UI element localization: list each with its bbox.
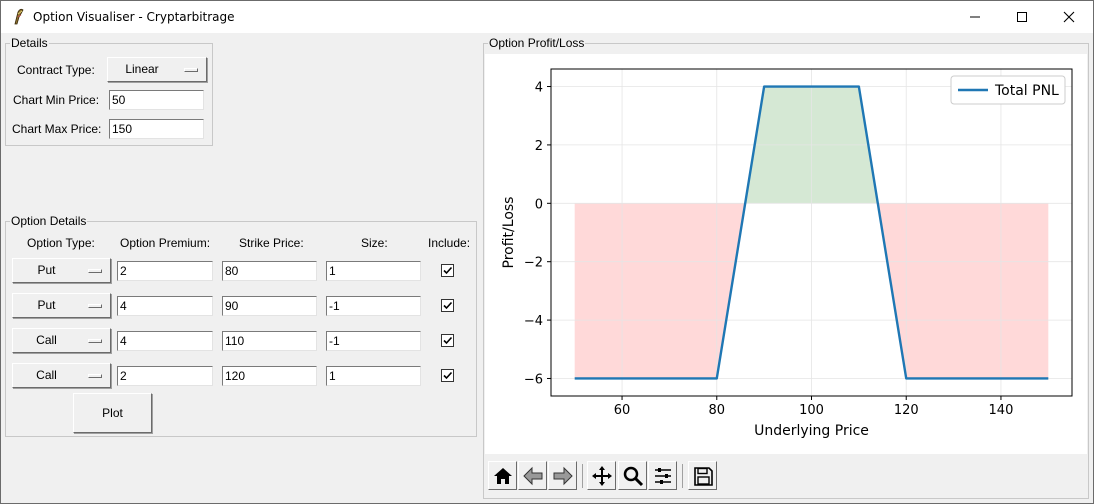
- x-tick-label: 140: [989, 403, 1014, 418]
- minimize-icon: [970, 16, 980, 18]
- x-tick-label: 60: [614, 403, 631, 418]
- minimize-button[interactable]: [952, 1, 998, 33]
- chart-min-label: Chart Min Price:: [13, 93, 100, 107]
- include-checkbox[interactable]: [441, 264, 454, 277]
- close-button[interactable]: [1046, 1, 1092, 33]
- chart-toolbar: [485, 456, 1087, 496]
- include-checkbox[interactable]: [441, 334, 454, 347]
- option-type-value: Call: [36, 368, 57, 382]
- strike-input[interactable]: 110: [222, 331, 317, 351]
- details-group-title: Details: [10, 36, 49, 50]
- pan-button[interactable]: [587, 461, 616, 490]
- y-tick-label: −4: [524, 314, 543, 329]
- plot-button[interactable]: Plot: [73, 393, 152, 433]
- size-input[interactable]: -1: [326, 331, 421, 351]
- details-group: Details: [5, 36, 213, 146]
- x-tick-label: 120: [894, 403, 919, 418]
- home-button[interactable]: [488, 461, 517, 490]
- option-type-dropdown[interactable]: Put: [12, 293, 111, 318]
- option-details-group: Option Details: [5, 214, 477, 437]
- checkmark-icon: [443, 266, 453, 275]
- option-type-value: Put: [37, 263, 56, 277]
- dropdown-indicator-icon: [88, 339, 102, 343]
- pnl-chart: 60 80 100 120 140 −6 −4 −2 0 2 4 Underlying Price Pr…: [501, 68, 1073, 439]
- loss-area-fill: [574, 203, 1049, 379]
- maximize-button[interactable]: [999, 1, 1045, 33]
- strike-input[interactable]: 120: [222, 366, 317, 386]
- maximize-icon: [1017, 12, 1027, 22]
- contract-type-dropdown[interactable]: Linear: [107, 57, 207, 82]
- pnl-group-title: Option Profit/Loss: [488, 36, 586, 50]
- x-axis-label: Underlying Price: [754, 423, 869, 439]
- header-size: Size:: [361, 236, 388, 250]
- option-type-dropdown[interactable]: Put: [12, 258, 111, 283]
- contract-type-value: Linear: [125, 62, 159, 76]
- toolbar-separator: [682, 464, 683, 488]
- include-checkbox[interactable]: [441, 299, 454, 312]
- toolbar-separator: [582, 464, 583, 488]
- y-tick-label: 4: [535, 81, 543, 96]
- configure-subplots-icon: [654, 467, 671, 484]
- y-tick-label: 2: [535, 139, 543, 154]
- configure-subplots-button[interactable]: [648, 461, 677, 490]
- strike-input[interactable]: 90: [222, 296, 317, 316]
- chart-canvas[interactable]: 60 80 100 120 140 −6 −4 −2 0 2 4 Underlying Price Pr…: [485, 54, 1087, 454]
- header-strike-price: Strike Price:: [239, 236, 304, 250]
- option-type-value: Call: [36, 333, 57, 347]
- y-axis-label: Profit/Loss: [501, 197, 517, 269]
- premium-input[interactable]: 4: [117, 331, 213, 351]
- legend-label: Total PNL: [994, 83, 1059, 99]
- chart-min-input[interactable]: 50: [109, 90, 204, 110]
- feather-icon: [14, 8, 24, 25]
- y-tick-label: −2: [524, 256, 543, 271]
- x-tick-label: 80: [708, 403, 725, 418]
- dropdown-indicator-icon: [184, 68, 198, 72]
- y-tick-label: −6: [524, 372, 543, 387]
- close-icon: [1063, 11, 1075, 23]
- pan-icon: [591, 465, 612, 486]
- header-option-premium: Option Premium:: [120, 236, 211, 250]
- y-tick-label: 0: [535, 197, 543, 212]
- checkmark-icon: [443, 301, 453, 310]
- window-title: Option Visualiser - Cryptarbitrage: [33, 10, 235, 24]
- premium-input[interactable]: 4: [117, 296, 213, 316]
- total-pnl-line: [574, 85, 1049, 380]
- checkmark-icon: [443, 371, 453, 380]
- size-input[interactable]: 1: [326, 366, 421, 386]
- header-include: Include:: [428, 236, 471, 250]
- option-type-dropdown[interactable]: Call: [12, 328, 111, 353]
- premium-input[interactable]: 2: [117, 261, 213, 281]
- zoom-icon: [623, 466, 643, 486]
- size-input[interactable]: -1: [326, 296, 421, 316]
- checkmark-icon: [443, 336, 453, 345]
- dropdown-indicator-icon: [88, 269, 102, 273]
- dropdown-indicator-icon: [88, 374, 102, 378]
- forward-arrow-icon: [553, 466, 573, 485]
- forward-button[interactable]: [548, 461, 577, 490]
- zoom-button[interactable]: [618, 461, 647, 490]
- pnl-group: Option Profit/Loss: [483, 36, 1089, 499]
- option-type-dropdown[interactable]: Call: [12, 363, 111, 388]
- save-button[interactable]: [688, 461, 717, 490]
- include-checkbox[interactable]: [441, 369, 454, 382]
- chart-max-input[interactable]: 150: [109, 119, 204, 139]
- back-arrow-icon: [522, 466, 542, 485]
- chart-max-label: Chart Max Price:: [12, 122, 102, 136]
- strike-input[interactable]: 80: [222, 261, 317, 281]
- home-icon: [493, 467, 512, 484]
- title-bar: Option Visualiser - Cryptarbitrage: [1, 1, 1093, 33]
- legend-box: [950, 75, 1066, 105]
- dropdown-indicator-icon: [88, 304, 102, 308]
- size-input[interactable]: 1: [326, 261, 421, 281]
- premium-input[interactable]: 2: [117, 366, 213, 386]
- contract-type-label: Contract Type:: [17, 63, 95, 77]
- x-tick-label: 100: [799, 403, 824, 418]
- option-type-value: Put: [37, 298, 56, 312]
- header-option-type: Option Type:: [27, 236, 95, 250]
- back-button[interactable]: [518, 461, 547, 490]
- option-details-group-title: Option Details: [10, 214, 88, 228]
- save-icon: [693, 466, 713, 486]
